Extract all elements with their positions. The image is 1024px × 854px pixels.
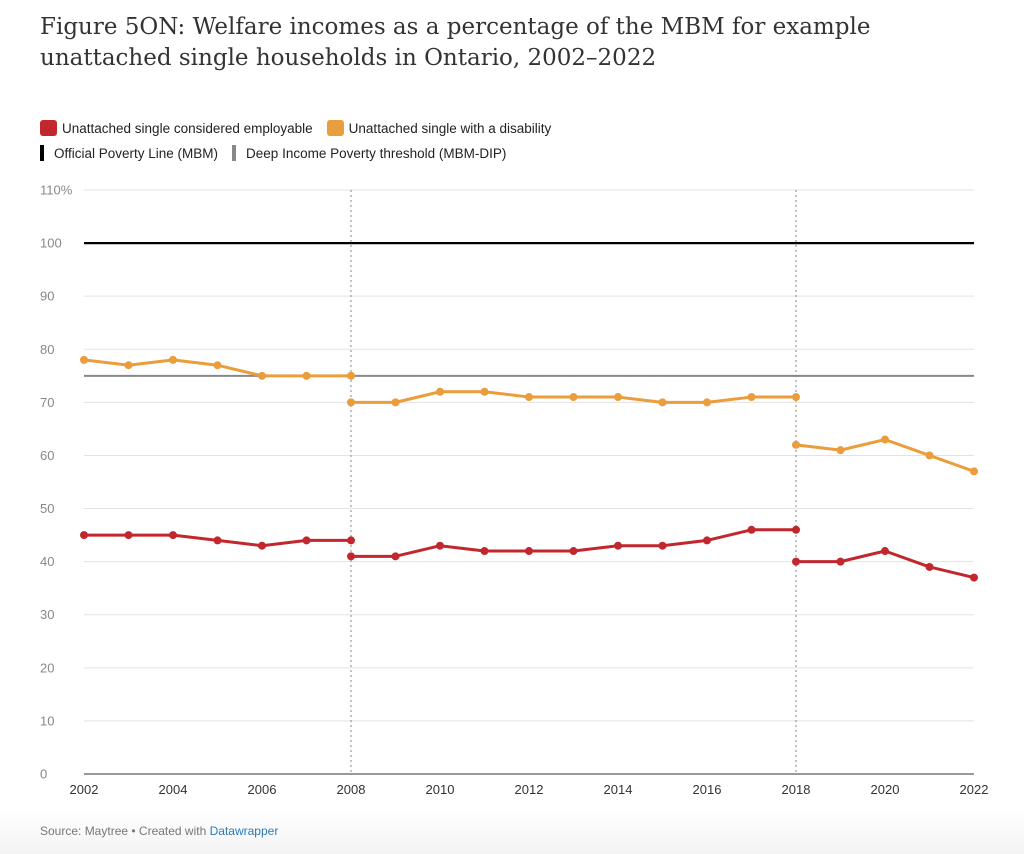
data-point-employable-2008 (347, 536, 355, 545)
data-point-disability-2008-restart (347, 398, 355, 407)
y-tick-label-0: 0 (40, 767, 47, 782)
x-tick-label-2010: 2010 (426, 782, 455, 797)
data-point-employable-2006 (258, 541, 266, 550)
legend-label-dip: Deep Income Poverty threshold (MBM-DIP) (246, 145, 507, 161)
data-point-disability-2013 (569, 393, 578, 402)
y-tick-label-80: 80 (40, 342, 54, 357)
legend-item-disability: Unattached single with a disability (326, 120, 552, 136)
footer (0, 808, 1024, 854)
legend-label-disability: Unattached single with a disability (348, 120, 552, 136)
y-tick-label-50: 50 (40, 501, 54, 516)
datawrapper-link[interactable]: Datawrapper (209, 824, 279, 838)
y-tick-label-100: 100 (40, 236, 62, 251)
legend-row-series: Unattached single considered employable … (40, 116, 940, 140)
data-point-disability-2010 (436, 387, 444, 396)
data-point-disability-2022 (970, 467, 978, 476)
data-point-employable-2019 (836, 557, 845, 566)
data-point-employable-2002 (80, 531, 88, 540)
data-point-disability-2014 (614, 393, 622, 402)
data-point-disability-2003 (124, 361, 133, 370)
legend-item-employable: Unattached single considered employable (40, 120, 313, 136)
data-point-disability-2002 (80, 355, 88, 364)
data-point-employable-2011 (480, 547, 489, 556)
data-point-employable-2009 (391, 552, 400, 561)
legend-label-mbm: Official Poverty Line (MBM) (54, 145, 219, 161)
data-point-employable-2008-restart (347, 552, 355, 561)
data-point-disability-2020 (881, 435, 889, 444)
x-tick-label-2008: 2008 (337, 782, 366, 797)
chart-title: Figure 5ON: Welfare incomes as a percent… (40, 14, 871, 71)
data-point-disability-2021 (925, 451, 934, 460)
legend-row-references: Official Poverty Line (MBM) Deep Income … (40, 141, 940, 165)
data-point-disability-2004 (169, 355, 177, 364)
data-point-employable-2020 (881, 547, 889, 556)
data-point-employable-2003 (124, 531, 133, 540)
source-text: Source: Maytree • Created with (40, 824, 210, 838)
data-point-employable-2017 (747, 525, 756, 534)
data-point-employable-2012 (525, 547, 533, 556)
x-tick-label-2016: 2016 (693, 782, 722, 797)
legend-item-mbm: Official Poverty Line (MBM) (40, 145, 218, 161)
x-tick-label-2004: 2004 (159, 782, 188, 797)
x-tick-label-2012: 2012 (515, 782, 544, 797)
x-tick-label-2006: 2006 (248, 782, 277, 797)
data-point-employable-2005 (213, 536, 222, 545)
data-point-disability-2007 (302, 371, 311, 380)
y-tick-label-110: 110% (40, 183, 73, 198)
legend-swatch-dip (232, 145, 237, 161)
data-point-employable-2018-restart (792, 557, 800, 566)
data-point-employable-2015 (658, 541, 667, 550)
data-point-disability-2018-restart (792, 440, 800, 449)
data-point-disability-2009 (391, 398, 400, 407)
data-point-disability-2015 (658, 398, 667, 407)
data-point-disability-2019 (836, 446, 845, 455)
legend-swatch-disability (326, 120, 344, 136)
y-tick-label-90: 90 (40, 289, 54, 304)
y-tick-label-60: 60 (40, 448, 54, 463)
data-point-disability-2017 (747, 393, 756, 402)
legend-swatch-mbm (40, 145, 44, 161)
y-tick-label-10: 10 (40, 713, 54, 728)
x-tick-label-2020: 2020 (871, 782, 900, 797)
data-point-disability-2011 (480, 387, 489, 396)
legend-label-employable: Unattached single considered employable (62, 120, 313, 136)
y-tick-label-70: 70 (40, 395, 54, 410)
data-point-disability-2018 (792, 393, 800, 402)
data-point-employable-2007 (302, 536, 311, 545)
data-point-employable-2021 (925, 562, 934, 571)
line-chart: 0 10 20 30 40 50 60 70 80 90 100 110% 2002 2004 2006 20… (40, 183, 989, 798)
y-tick-label-40: 40 (40, 554, 54, 569)
x-tick-label-2002: 2002 (70, 782, 99, 797)
y-tick-label-30: 30 (40, 607, 54, 622)
legend-item-dip: Deep Income Poverty threshold (MBM-DIP) (232, 145, 506, 161)
y-tick-label-20: 20 (40, 660, 54, 675)
source-line: Source: Maytree • Created with Datawrapp… (40, 824, 278, 838)
legend-swatch-employable (40, 120, 57, 136)
x-tick-label-2014: 2014 (604, 782, 633, 797)
data-point-employable-2013 (569, 547, 578, 556)
x-tick-label-2018: 2018 (782, 782, 811, 797)
data-point-employable-2004 (169, 531, 177, 540)
data-point-employable-2018 (792, 525, 800, 534)
x-tick-label-2022: 2022 (960, 782, 989, 797)
data-point-disability-2005 (213, 361, 222, 370)
data-point-employable-2016 (703, 536, 711, 545)
data-point-employable-2022 (970, 573, 978, 582)
data-point-disability-2012 (525, 393, 533, 402)
data-point-disability-2016 (703, 398, 711, 407)
data-point-disability-2008 (347, 371, 355, 380)
data-point-employable-2014 (614, 541, 622, 550)
data-point-disability-2006 (258, 371, 266, 380)
data-point-employable-2010 (436, 541, 444, 550)
